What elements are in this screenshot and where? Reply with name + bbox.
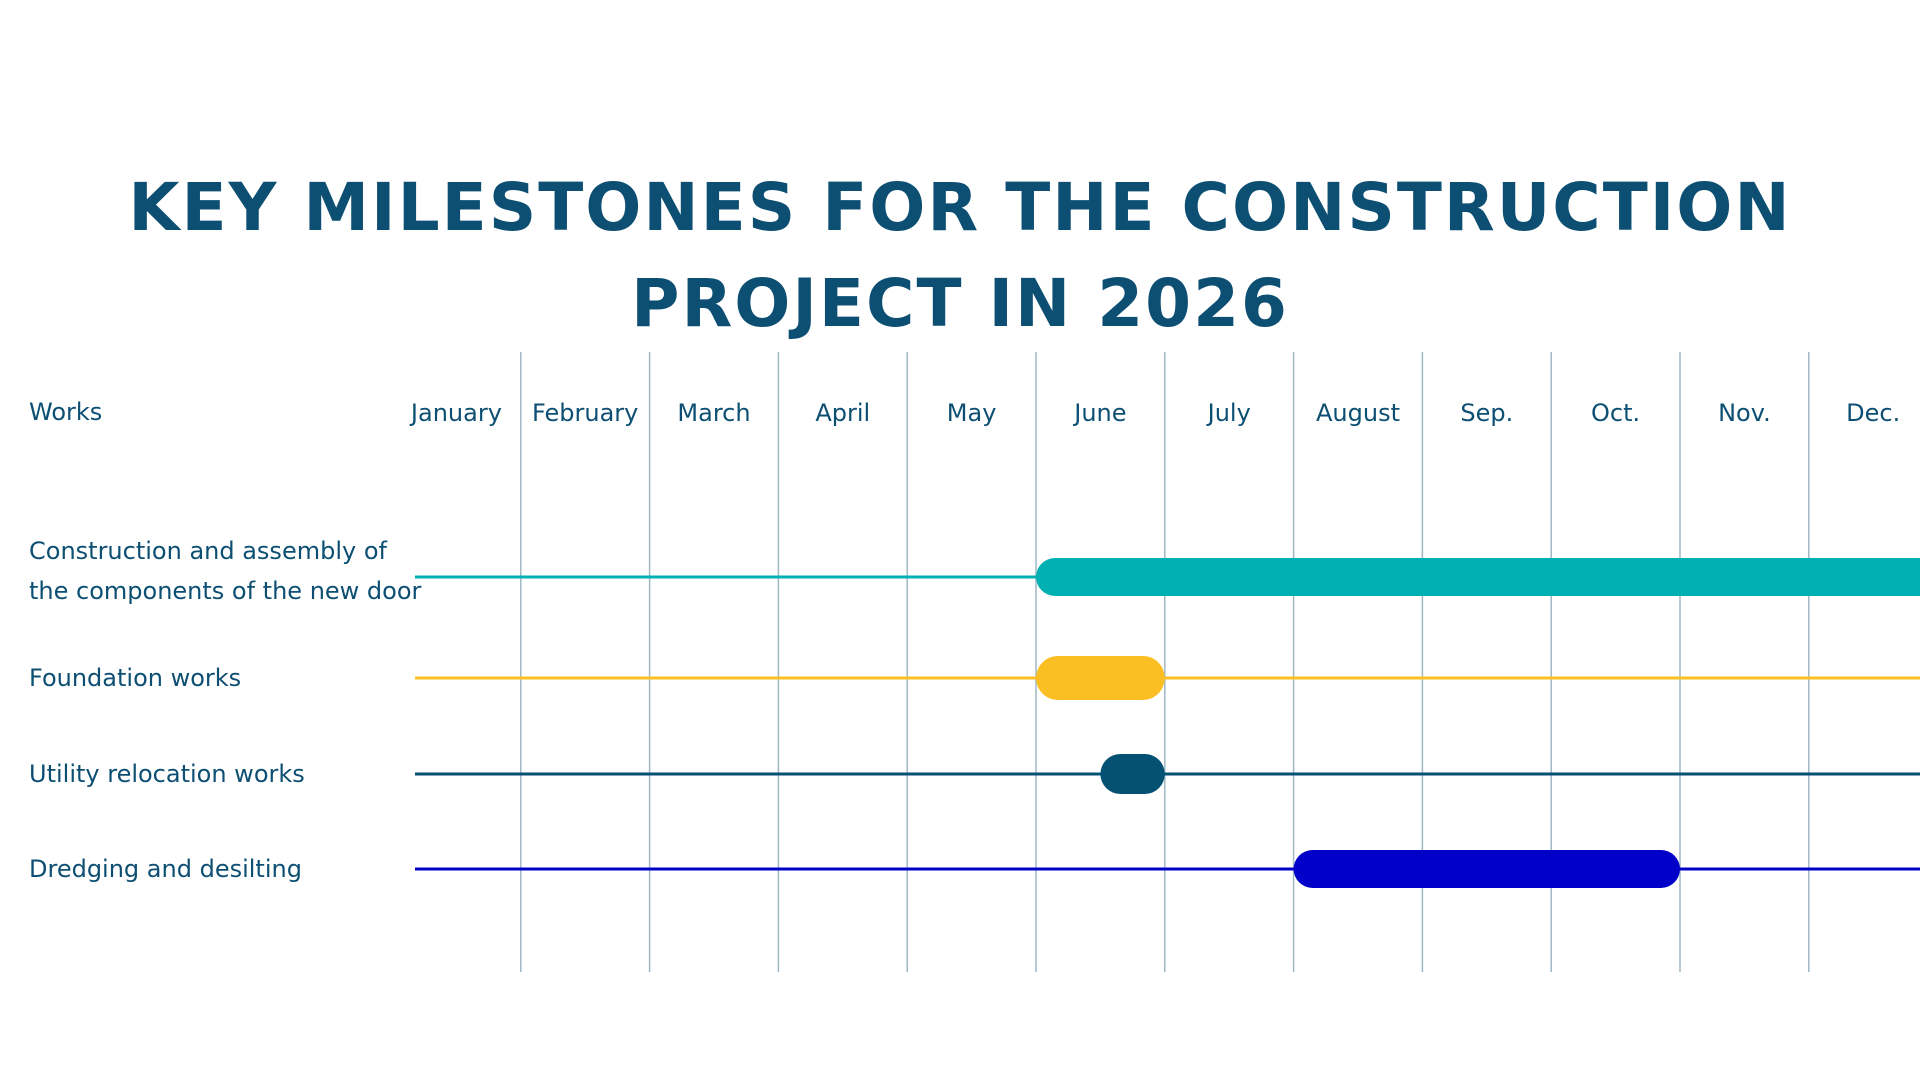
month-label: January (409, 399, 502, 427)
month-label: July (1206, 399, 1251, 427)
task-rows: Construction and assembly of the componen… (29, 537, 1920, 888)
month-label: Sep. (1460, 399, 1513, 427)
task-bar (1036, 656, 1165, 700)
task-label: Utility relocation works (29, 760, 305, 788)
task-bar (1100, 754, 1165, 794)
task-row: Dredging and desilting (29, 850, 1920, 888)
month-label: August (1316, 399, 1400, 427)
task-row: Foundation works (29, 656, 1920, 700)
chart-title: Key Milestones for the Construction Proj… (128, 169, 1792, 342)
month-label: April (815, 399, 870, 427)
month-header-labels: January February March April May June July Augu… (409, 399, 1900, 427)
month-label: February (532, 399, 638, 427)
task-bar (1036, 558, 1920, 596)
month-label: March (677, 399, 750, 427)
task-row: Utility relocation works (29, 754, 1920, 794)
task-bar (1293, 850, 1680, 888)
works-column-header: Works (29, 398, 102, 426)
month-label: Dec. (1846, 399, 1900, 427)
month-label: June (1072, 399, 1126, 427)
task-row: Construction and assembly of the componen… (29, 537, 1920, 605)
task-label: Dredging and desilting (29, 855, 302, 883)
task-label: the components of the new door (29, 577, 422, 605)
month-label: Oct. (1591, 399, 1640, 427)
month-label: Nov. (1718, 399, 1771, 427)
task-label: Construction and assembly of (29, 537, 388, 565)
task-label: Foundation works (29, 664, 241, 692)
month-label: May (947, 399, 997, 427)
